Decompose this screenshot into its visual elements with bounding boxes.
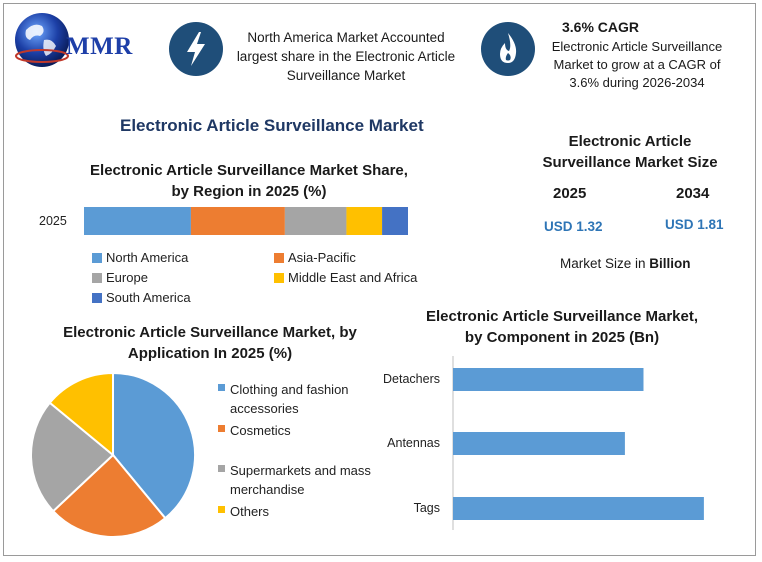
legend-swatch <box>218 465 225 472</box>
highlight-north-america: North America Market Accounted largest s… <box>236 30 456 83</box>
component-tick-label: Detachers <box>383 372 440 386</box>
component-bar-0 <box>453 368 644 391</box>
legend-swatch <box>274 273 284 283</box>
infographic-frame <box>3 3 756 556</box>
region-bar-segment-1 <box>190 207 285 235</box>
region-bar-segment-4 <box>382 207 408 235</box>
highlight-cagr: Electronic Article Surveillance Market t… <box>551 39 723 90</box>
value-2034: USD 1.81 <box>665 217 724 232</box>
legend-label: North America <box>106 250 189 265</box>
legend-label: Clothing and fashion accessories <box>230 382 349 416</box>
component-bar-1 <box>453 432 625 455</box>
value-2025: USD 1.32 <box>544 219 603 234</box>
year-2025: 2025 <box>553 185 587 202</box>
legend-swatch <box>218 384 225 391</box>
pie-slice-3 <box>48 371 114 458</box>
lightning-badge <box>169 22 223 76</box>
component-bar-2 <box>453 497 704 520</box>
legend-label: Asia-Pacific <box>288 250 356 265</box>
component-chart-title: Electronic Article Surveillance Market, … <box>425 308 699 346</box>
pie-slice-2 <box>30 401 115 513</box>
legend-swatch <box>274 253 284 263</box>
legend-label: Others <box>230 504 270 519</box>
legend-label: Supermarkets and mass merchandise <box>230 463 371 497</box>
legend-swatch <box>92 253 102 263</box>
legend-swatch <box>92 273 102 283</box>
component-tick-label: Tags <box>413 501 440 515</box>
market-size-title: Electronic Article Surveillance Market S… <box>542 133 718 171</box>
market-size-unit: Market Size in Billion <box>560 256 691 271</box>
legend-label: South America <box>106 290 191 305</box>
legend-label: Middle East and Africa <box>288 270 418 285</box>
legend-swatch <box>92 293 102 303</box>
globe-icon <box>15 13 69 67</box>
logo-text: MMR <box>66 33 133 60</box>
legend-swatch <box>218 425 225 432</box>
main-title: Electronic Article Surveillance Market <box>120 116 424 135</box>
unit-bold: Billion <box>649 256 691 271</box>
mmr-logo <box>12 10 152 70</box>
unit-prefix: Market Size in <box>560 256 650 271</box>
cagr-title: 3.6% CAGR <box>562 19 640 35</box>
region-bar-segment-0 <box>84 207 191 235</box>
flame-icon <box>500 33 517 63</box>
pie-slice-0 <box>112 371 196 520</box>
year-2034: 2034 <box>676 185 710 202</box>
legend-swatch <box>218 506 225 513</box>
lightning-icon <box>187 32 205 66</box>
region-bar-category: 2025 <box>39 214 67 228</box>
application-chart-title: Electronic Article Surveillance Market, … <box>63 324 357 362</box>
region-bar-segment-3 <box>346 207 383 235</box>
region-bar-segment-2 <box>284 207 347 235</box>
legend-label: Europe <box>106 270 148 285</box>
region-chart-title: Electronic Article Surveillance Market S… <box>90 162 408 200</box>
flame-badge <box>481 22 535 76</box>
pie-slice-1 <box>51 453 167 538</box>
component-tick-label: Antennas <box>387 436 440 450</box>
legend-label: Cosmetics <box>230 423 291 438</box>
